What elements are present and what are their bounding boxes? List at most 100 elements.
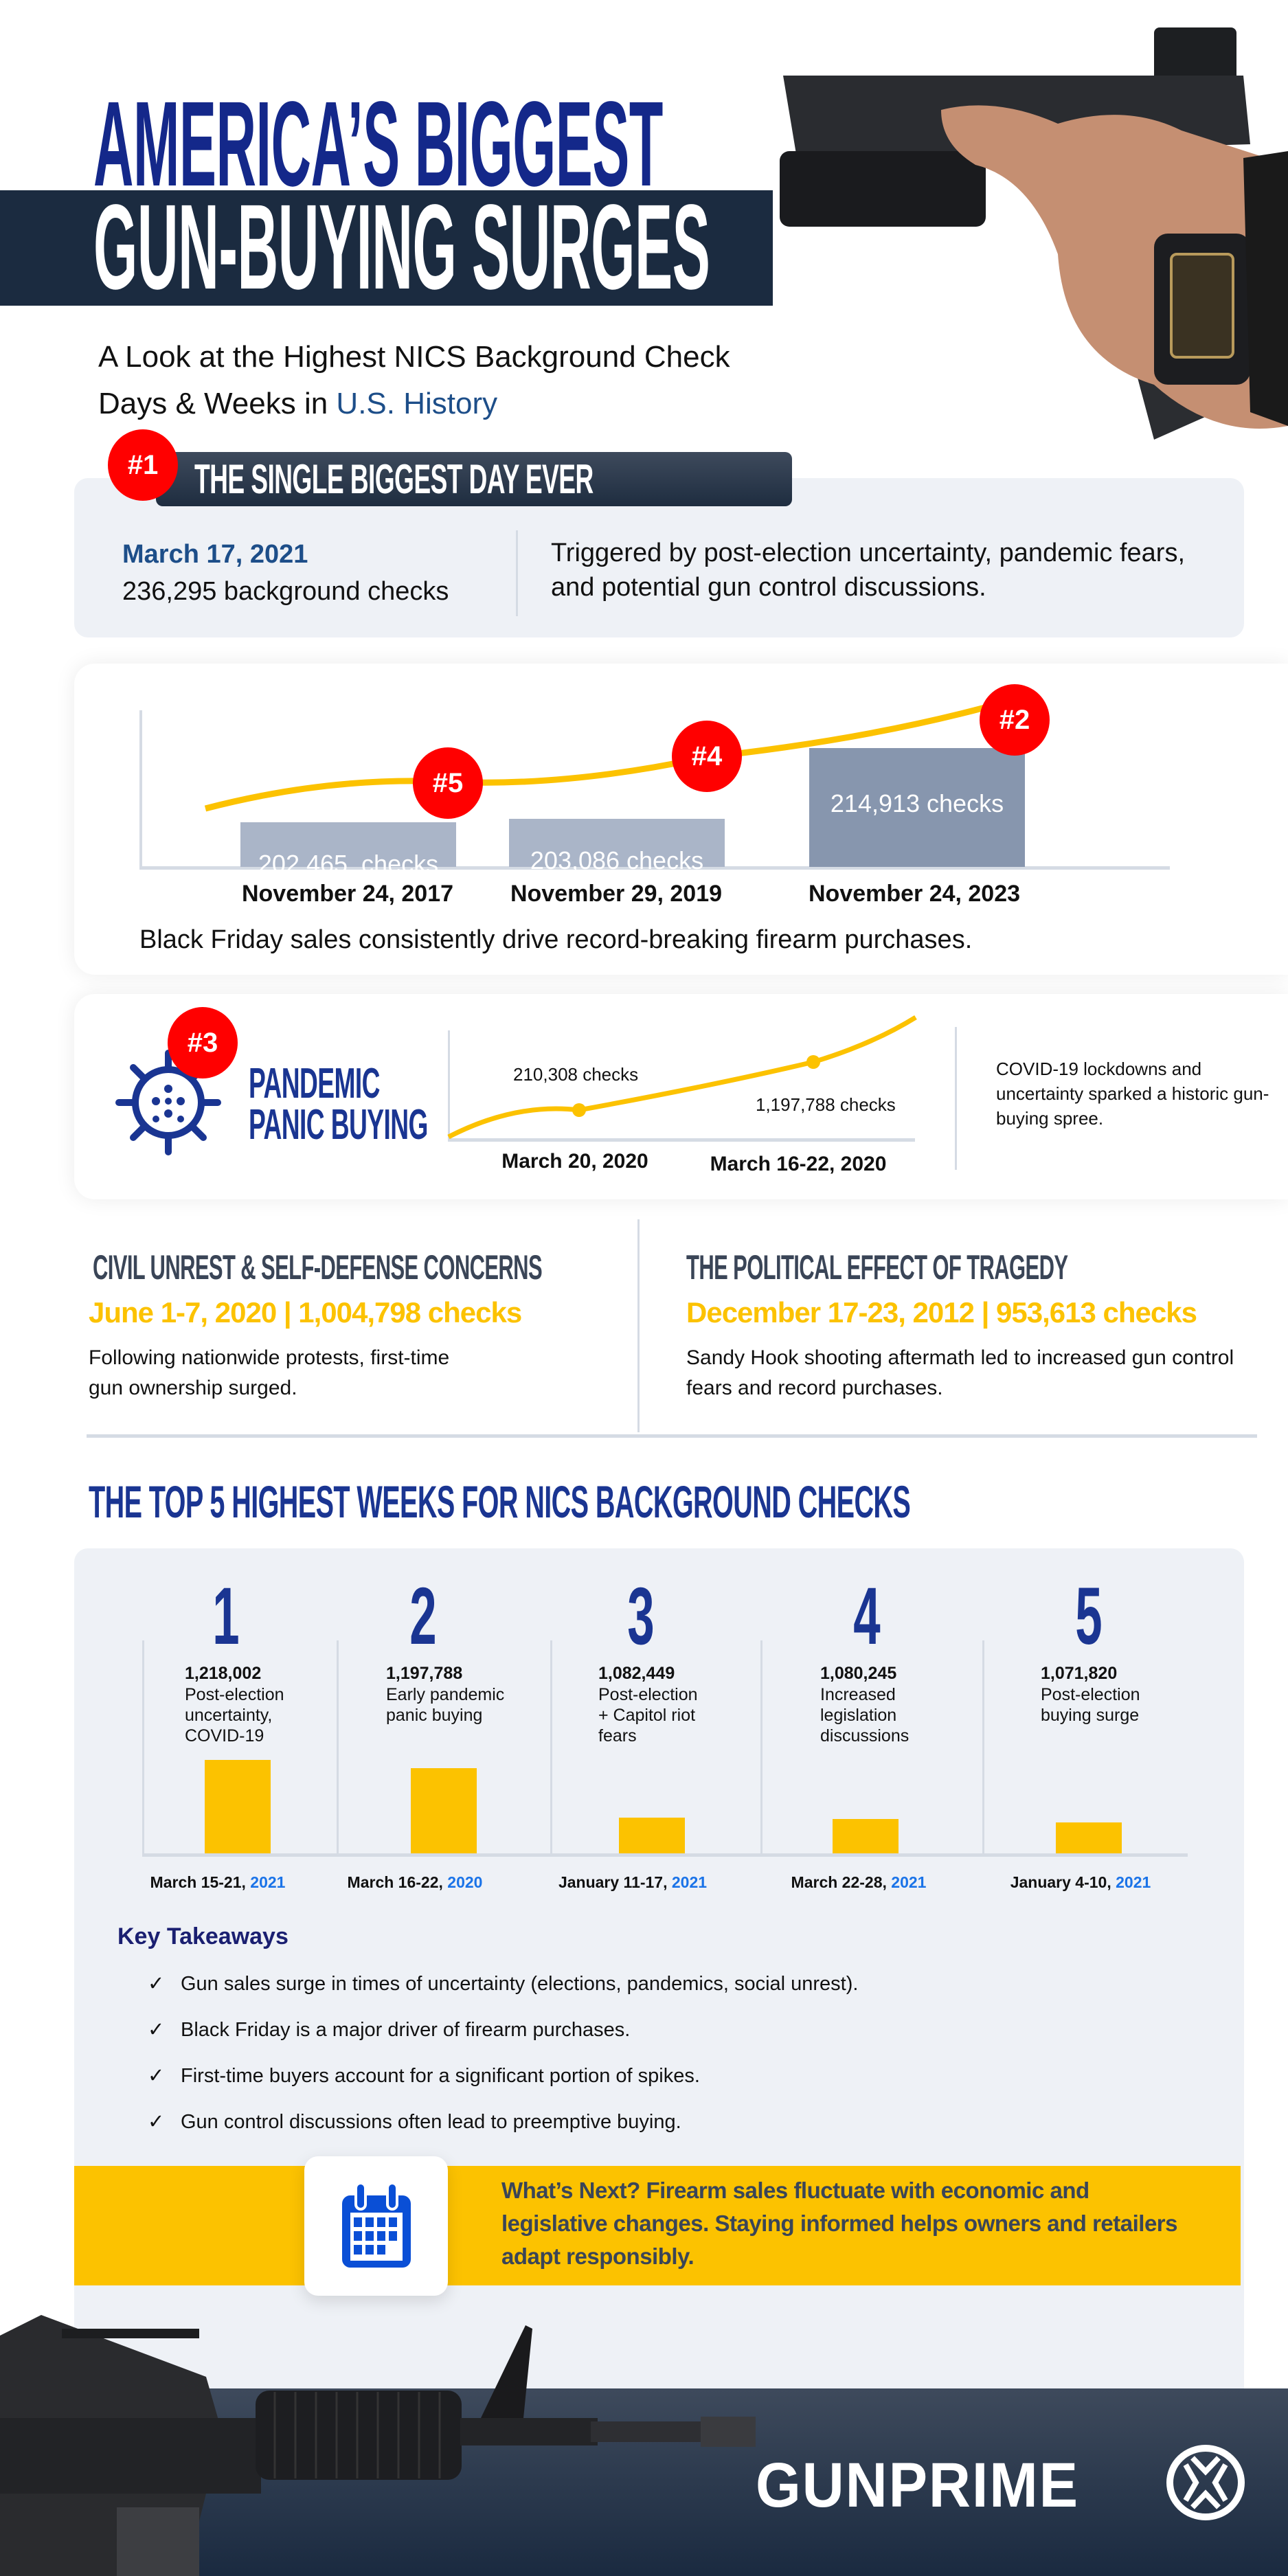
- tragedy-description: Sandy Hook shooting aftermath led to inc…: [686, 1346, 1234, 1399]
- civil-unrest-heading: CIVIL UNREST & SELF-DEFENSE CONCERNS: [93, 1248, 543, 1287]
- week-bar: [619, 1818, 685, 1853]
- week-date-range: March 15-21,: [150, 1873, 251, 1891]
- rank-badge: #2: [980, 684, 1050, 756]
- pandemic-date-2: March 16-22, 2020: [710, 1153, 887, 1175]
- rank-badge: #5: [413, 747, 483, 819]
- rank-number: 3: [627, 1571, 655, 1662]
- week-reason: Early pandemic panic buying: [386, 1685, 505, 1725]
- rank-badge: #1: [108, 429, 178, 501]
- black-friday-bar: 203,086 checks: [509, 818, 725, 874]
- subtitle-line-1: A Look at the Highest NICS Background Ch…: [98, 340, 730, 374]
- bar-value-label: 214,913 checks: [830, 789, 1004, 817]
- tragedy-stat: December 17-23, 2012 | 953,613 checks: [686, 1296, 1197, 1329]
- top5-title: THE TOP 5 HIGHEST WEEKS FOR NICS BACKGRO…: [89, 1476, 911, 1527]
- chart-baseline: [139, 866, 1170, 870]
- whats-next-banner: [74, 2166, 1241, 2285]
- week-bar: [411, 1768, 477, 1853]
- week-dates: January 4-10, 2021: [1010, 1873, 1151, 1892]
- week-year: 2020: [447, 1873, 483, 1891]
- subtitle-line-2: Days & Weeks in: [98, 387, 337, 420]
- subtitle-highlight: U.S. History: [336, 387, 498, 420]
- takeaway-text: Gun sales surge in times of uncertainty …: [181, 1973, 859, 1995]
- week-date-range: January 4-10,: [1010, 1873, 1116, 1891]
- bar-date-label: November 24, 2023: [808, 881, 1021, 907]
- week-checks: 1,218,002: [185, 1664, 262, 1683]
- whats-next-text: What’s Next? Firearm sales fluctuate wit…: [501, 2178, 1178, 2269]
- takeaway-text: Black Friday is a major driver of firear…: [181, 2019, 631, 2041]
- column-divider: [550, 1640, 552, 1855]
- takeaway-item: ✓ Gun sales surge in times of uncertainty…: [148, 1971, 858, 1996]
- black-friday-bar: 202,465 checks: [240, 822, 456, 879]
- week-checks: 1,071,820: [1041, 1664, 1118, 1683]
- divider: [516, 530, 518, 616]
- biggest-day-heading: THE SINGLE BIGGEST DAY EVER: [194, 456, 594, 502]
- biggest-day-header-bar: [156, 452, 792, 506]
- divider: [637, 1219, 640, 1432]
- subtitle: A Look at the Highest NICS Background Ch…: [98, 334, 730, 427]
- week-year: 2021: [250, 1873, 286, 1891]
- top5-baseline: [142, 1853, 1188, 1857]
- pandemic-card: [74, 994, 1288, 1199]
- title-band: [0, 190, 773, 306]
- week-year: 2021: [1116, 1873, 1151, 1891]
- pandemic-title: PANDEMIC PANIC BUYING: [249, 1063, 428, 1146]
- point-2-label: 1,197,788 checks: [756, 1094, 896, 1115]
- pandemic-point-2: [806, 1055, 820, 1069]
- pandemic-date-1: March 20, 2020: [501, 1150, 648, 1173]
- week-year: 2021: [891, 1873, 927, 1891]
- takeaway-text: First-time buyers account for a signific…: [181, 2065, 700, 2087]
- divider: [87, 1434, 1257, 1438]
- week-reason: Post-election buying surge: [1041, 1685, 1140, 1725]
- week-bar: [1056, 1822, 1122, 1853]
- bar-value-label: 202,465 checks: [258, 850, 439, 879]
- pandemic-trend-line: [447, 1015, 917, 1140]
- check-icon: ✓: [148, 2019, 165, 2041]
- week-bar: [833, 1818, 899, 1853]
- biggest-day-checks: 236,295 background checks: [122, 577, 449, 606]
- takeaway-text: Gun control discussions often lead to pr…: [181, 2111, 681, 2133]
- point-1-label: 210,308 checks: [513, 1064, 639, 1085]
- bar-value-label: 203,086 checks: [530, 846, 704, 874]
- calendar-icon: [341, 2181, 411, 2268]
- pandemic-title-line-2: PANIC BUYING: [249, 1101, 428, 1149]
- takeaway-item: ✓ First-time buyers account for a signifi…: [148, 2064, 700, 2088]
- rank-badge: #4: [672, 721, 742, 792]
- pandemic-description: COVID-19 lockdowns and uncertainty spark…: [996, 1059, 1269, 1129]
- column-divider: [982, 1640, 984, 1855]
- week-dates: March 15-21, 2021: [150, 1873, 286, 1892]
- check-icon: ✓: [148, 1973, 165, 1995]
- brand-logo-text: GUNPRIME: [756, 2450, 1079, 2520]
- column-divider: [142, 1640, 144, 1855]
- week-reason: Post-election uncertainty, COVID-19: [185, 1685, 284, 1745]
- black-friday-caption: Black Friday sales consistently drive re…: [139, 925, 973, 954]
- rank-number: 5: [1075, 1571, 1103, 1662]
- week-dates: January 11-17, 2021: [558, 1873, 707, 1892]
- bar-date-label: November 24, 2017: [241, 881, 454, 907]
- rank-number: 4: [853, 1571, 881, 1662]
- week-year: 2021: [671, 1873, 708, 1891]
- rifle-image: [0, 2315, 756, 2576]
- week-dates: March 16-22, 2020: [348, 1873, 483, 1892]
- takeaway-item: ✓ Gun control discussions often lead to p…: [148, 2110, 681, 2134]
- week-checks: 1,080,245: [820, 1664, 897, 1683]
- week-date-range: March 16-22,: [347, 1873, 448, 1891]
- black-friday-bar: 214,913 checks: [809, 747, 1025, 867]
- crosshair-logo-icon: [1166, 2445, 1245, 2520]
- chart-y-axis: [139, 710, 142, 869]
- week-checks: 1,082,449: [598, 1664, 675, 1683]
- week-reason: Post-election + Capitol riot fears: [598, 1685, 698, 1745]
- check-icon: ✓: [148, 2065, 165, 2087]
- calendar-icon-box: [304, 2156, 448, 2296]
- column-divider: [760, 1640, 762, 1855]
- rank-badge: #3: [168, 1007, 238, 1078]
- biggest-day-date: March 17, 2021: [122, 540, 308, 569]
- week-checks: 1,197,788: [386, 1664, 463, 1683]
- divider: [955, 1027, 957, 1170]
- title-line-1: AMERICA’S BIGGEST: [93, 77, 663, 212]
- takeaway-item: ✓ Black Friday is a major driver of firea…: [148, 2018, 630, 2042]
- civil-unrest-description: Following nationwide protests, first-tim…: [89, 1346, 450, 1399]
- pandemic-title-line-1: PANDEMIC: [249, 1060, 380, 1107]
- mini-chart-baseline: [448, 1138, 915, 1142]
- column-divider: [337, 1640, 339, 1855]
- pistol-in-hand-image: [780, 27, 1288, 440]
